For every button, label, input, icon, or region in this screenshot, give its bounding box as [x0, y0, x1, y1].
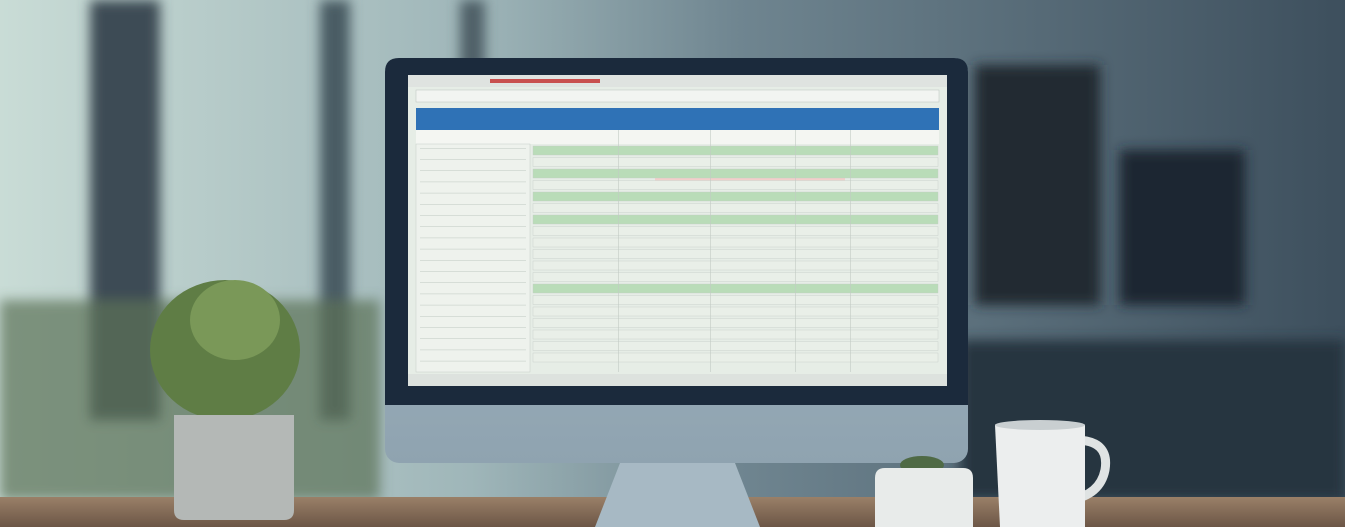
column-line [710, 130, 711, 372]
sheet-row [532, 295, 939, 305]
header-band [416, 108, 939, 130]
pane-row [420, 316, 526, 317]
plant [150, 280, 300, 520]
column-line [618, 130, 619, 372]
mug-body [995, 425, 1085, 527]
sheet-row [532, 249, 939, 259]
pane-row [420, 304, 526, 306]
foliage [190, 280, 280, 360]
small-pot [875, 468, 973, 527]
sheet-row [532, 318, 939, 328]
pane-row [420, 204, 526, 205]
column-header-row [416, 130, 939, 144]
sheet-row [532, 341, 939, 351]
pane-row [420, 192, 526, 194]
pane-row [420, 215, 526, 216]
sheet-row [532, 180, 939, 190]
pane-row [420, 271, 526, 272]
column-line [795, 130, 796, 372]
sheet-row [532, 226, 939, 236]
monitor-stand [595, 463, 760, 527]
tab-highlight [490, 79, 600, 83]
pane-row [420, 237, 526, 239]
pane-row [420, 226, 526, 227]
pane-row [420, 293, 526, 295]
pane-row [420, 248, 526, 250]
pane-row [420, 349, 526, 351]
pane-row [420, 338, 526, 339]
pane-row [420, 260, 526, 261]
sheet-row [532, 283, 939, 294]
sheet-row [532, 306, 939, 317]
spreadsheet-ui [408, 75, 947, 386]
plant-pot [174, 415, 294, 520]
mug-handle [1069, 435, 1111, 505]
status-bar [408, 374, 947, 386]
title-bar [408, 75, 947, 87]
toolbar [415, 89, 940, 103]
sheet-row [532, 191, 939, 202]
side-pane [415, 143, 531, 373]
sheet-row [532, 214, 939, 225]
sheet-row [532, 203, 939, 213]
sheet-row [532, 237, 939, 248]
sheet-row [532, 157, 939, 167]
column-line [850, 130, 851, 372]
mug-rim [995, 420, 1085, 430]
pane-row [420, 282, 526, 283]
sheet-row [532, 272, 939, 282]
sheet-row [532, 168, 939, 179]
sheet-row [532, 352, 939, 363]
pane-row [420, 181, 526, 183]
mug [995, 420, 1111, 527]
pane-row [420, 327, 526, 328]
pane-row [420, 360, 526, 362]
small-plant [875, 456, 973, 527]
sheet-row [532, 260, 939, 271]
sheet-row [532, 145, 939, 156]
sheet-row [532, 329, 939, 340]
pane-row [420, 170, 526, 171]
pane-row [420, 148, 526, 149]
wall-picture [1120, 150, 1245, 305]
wall-picture [975, 65, 1100, 305]
pane-row [420, 159, 526, 160]
